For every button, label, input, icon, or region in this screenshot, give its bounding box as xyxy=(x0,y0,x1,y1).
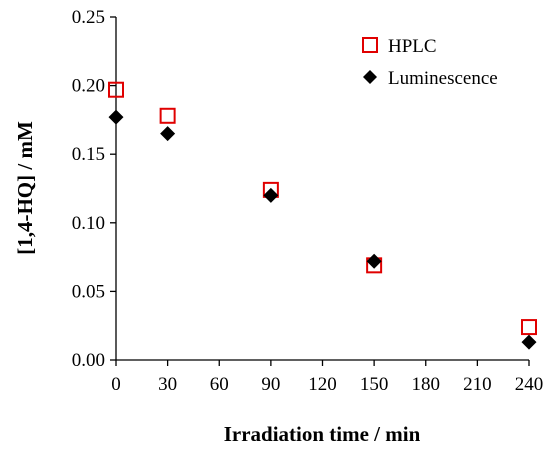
x-axis-title: Irradiation time / min xyxy=(224,422,421,446)
luminescence-point xyxy=(160,126,176,142)
y-tick-label: 0.00 xyxy=(72,350,105,371)
x-tick-label: 30 xyxy=(158,374,177,395)
x-tick-label: 90 xyxy=(261,374,280,395)
hplc-point xyxy=(108,81,124,98)
luminescence-point xyxy=(366,253,382,269)
y-tick-label: 0.25 xyxy=(72,7,105,28)
x-tick-label: 60 xyxy=(210,374,229,395)
y-tick-label: 0.15 xyxy=(72,144,105,165)
luminescence-point xyxy=(263,187,279,203)
x-tick-label: 240 xyxy=(515,374,544,395)
y-axis-title: [1,4-HQ] / mM xyxy=(13,121,37,255)
y-ticks: 0.00 0.05 0.10 0.15 0.20 0.25 xyxy=(72,7,116,371)
x-tick-label: 150 xyxy=(360,374,389,395)
y-tick-label: 0.20 xyxy=(72,76,105,97)
x-ticks: 0 30 60 90 120 150 180 210 240 xyxy=(111,360,543,395)
data-markers xyxy=(108,81,537,350)
y-tick-label: 0.10 xyxy=(72,213,105,234)
x-tick-label: 120 xyxy=(308,374,337,395)
hplc-point xyxy=(521,319,537,336)
legend-luminescence-marker xyxy=(363,70,377,84)
y-tick-label: 0.05 xyxy=(72,281,105,302)
legend-hplc-marker xyxy=(362,37,378,53)
luminescence-point xyxy=(521,334,537,350)
x-tick-label: 210 xyxy=(463,374,492,395)
legend-luminescence-label: Luminescence xyxy=(388,68,498,89)
legend-hplc-label: HPLC xyxy=(388,36,437,57)
legend: HPLC Luminescence xyxy=(362,36,498,89)
x-tick-label: 0 xyxy=(111,374,121,395)
luminescence-point xyxy=(108,109,124,125)
x-tick-label: 180 xyxy=(412,374,441,395)
hplc-point xyxy=(159,107,176,124)
